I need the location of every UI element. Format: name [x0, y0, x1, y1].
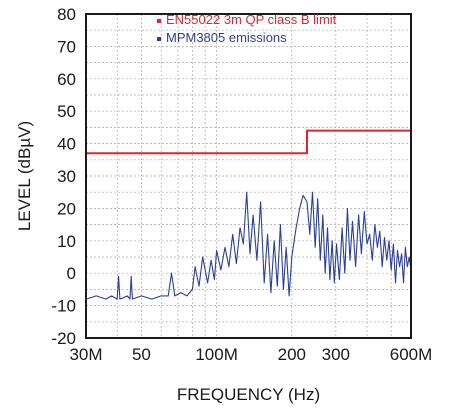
legend-label: EN55022 3m QP class B limit — [166, 12, 337, 27]
x-tick-label: 100M — [195, 345, 238, 364]
x-axis-title: FREQUENCY (Hz) — [177, 385, 320, 404]
y-tick-label: 30 — [57, 167, 76, 186]
plot-frame — [85, 13, 412, 339]
y-tick-label: 70 — [57, 37, 76, 56]
legend-label: MPM3805 emissions — [166, 30, 287, 45]
x-tick-label: 200 — [278, 345, 306, 364]
legend-marker — [157, 19, 161, 23]
y-tick-label: 80 — [57, 5, 76, 24]
y-tick-labels: 80 70 60 50 40 30 20 10 0 -10 -20 — [51, 5, 76, 348]
y-tick-label: 60 — [57, 70, 76, 89]
y-tick-label: 40 — [57, 135, 76, 154]
y-tick-label: 50 — [57, 102, 76, 121]
y-tick-label: 0 — [67, 264, 76, 283]
y-tick-label: -10 — [51, 297, 76, 316]
series-line-limit — [86, 129, 411, 155]
x-tick-labels: 30M 50 100M 200 300 600M — [69, 345, 432, 364]
y-axis-title: LEVEL (dBµV) — [15, 121, 34, 231]
x-tick-label: 600M — [390, 345, 433, 364]
legend-marker — [157, 37, 161, 41]
grid — [86, 13, 411, 339]
y-tick-label: 20 — [57, 199, 76, 218]
x-tick-label: 30M — [69, 345, 102, 364]
series-layer — [85, 129, 412, 300]
y-tick-label: 10 — [57, 232, 76, 251]
x-tick-label: 50 — [132, 345, 151, 364]
series-line-emissions — [85, 191, 412, 300]
y-tick-label: -20 — [51, 329, 76, 348]
legend: EN55022 3m QP class B limit MPM3805 emiss… — [157, 12, 337, 45]
x-tick-label: 300 — [322, 345, 350, 364]
